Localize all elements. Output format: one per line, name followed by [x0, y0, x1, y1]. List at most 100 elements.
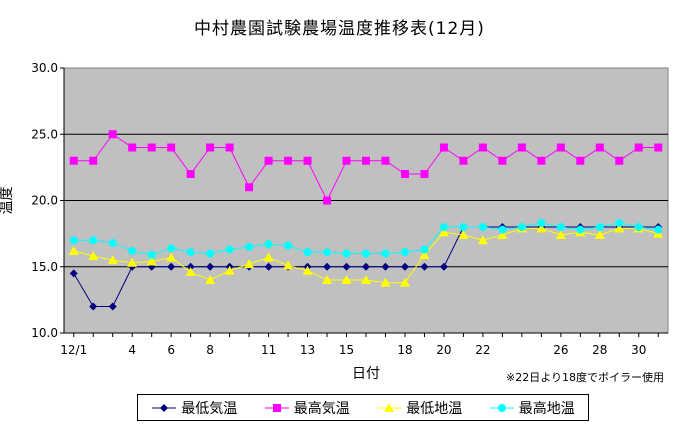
- data-point: [498, 225, 507, 234]
- data-point: [341, 275, 352, 284]
- data-point: [556, 143, 565, 152]
- data-point: [167, 262, 176, 271]
- data-point: [362, 249, 370, 258]
- data-point: [380, 277, 391, 287]
- data-point: [537, 219, 546, 228]
- x-tick-label: 8: [206, 343, 214, 357]
- data-point: [594, 229, 605, 239]
- data-point: [517, 223, 526, 231]
- data-point: [245, 242, 254, 251]
- data-point: [89, 236, 98, 245]
- data-point: [634, 223, 643, 231]
- data-point: [224, 265, 235, 275]
- y-tick-label: 15.0: [31, 260, 58, 274]
- data-point: [654, 143, 663, 152]
- legend-item: 最高地温: [489, 398, 575, 418]
- data-point: [556, 223, 565, 231]
- data-point: [517, 143, 526, 152]
- legend-swatch: [489, 403, 514, 412]
- legend-swatch: [377, 402, 402, 412]
- data-point: [244, 259, 255, 269]
- y-tick-label: 30.0: [31, 61, 58, 75]
- data-point: [459, 156, 468, 165]
- data-point: [477, 235, 488, 245]
- x-tick-label: 18: [397, 343, 412, 357]
- data-point: [206, 143, 215, 152]
- data-point: [576, 225, 585, 234]
- data-point: [595, 223, 604, 231]
- data-point: [498, 156, 507, 165]
- data-point: [108, 302, 117, 311]
- data-point: [478, 223, 487, 231]
- x-tick-label: 11: [261, 343, 276, 357]
- data-point: [342, 249, 351, 258]
- data-point: [146, 256, 157, 266]
- data-point: [284, 241, 293, 250]
- data-point: [439, 262, 448, 271]
- data-point: [595, 143, 604, 152]
- data-point: [419, 249, 430, 259]
- data-point: [302, 265, 313, 275]
- data-point: [206, 249, 215, 258]
- data-point: [381, 249, 390, 258]
- x-tick-label: 4: [128, 343, 136, 357]
- data-point: [167, 143, 176, 152]
- data-point: [108, 130, 117, 139]
- data-point: [225, 143, 234, 152]
- data-point: [381, 262, 390, 271]
- x-axis-ticks: 12/1 4 6 8 11 13 15 18 20 22 26 28 30: [60, 333, 659, 357]
- series-2: [69, 130, 663, 205]
- data-point: [420, 170, 429, 178]
- data-point: [128, 143, 137, 152]
- x-tick-label: 12/1: [60, 343, 87, 357]
- y-axis-label: 温度: [0, 187, 15, 215]
- y-tick-label: 25.0: [31, 127, 58, 141]
- data-point: [69, 156, 78, 165]
- data-point: [459, 223, 468, 231]
- data-point: [497, 229, 508, 239]
- data-point: [69, 269, 78, 278]
- data-point: [107, 255, 118, 265]
- data-point: [68, 245, 79, 255]
- data-point: [342, 156, 351, 165]
- x-tick-label: 28: [592, 343, 607, 357]
- x-tick-label: 22: [475, 343, 490, 357]
- x-tick-label: 6: [167, 343, 175, 357]
- data-point: [323, 262, 332, 271]
- data-point: [478, 143, 487, 152]
- series-4: [69, 219, 663, 259]
- y-tick-label: 20.0: [31, 194, 58, 208]
- data-point: [264, 262, 273, 271]
- x-axis-label: 日付: [352, 366, 380, 382]
- data-point: [186, 262, 195, 271]
- legend-swatch: [152, 403, 177, 412]
- data-point: [186, 170, 195, 178]
- data-point: [439, 223, 448, 231]
- data-point: [225, 245, 234, 254]
- data-point: [322, 275, 333, 284]
- data-point: [205, 275, 216, 284]
- data-point: [128, 246, 137, 255]
- chart-note: ※22日より18度でボイラー使用: [506, 370, 664, 384]
- legend-marker: [160, 403, 169, 412]
- x-tick-label: 13: [300, 343, 315, 357]
- data-point: [89, 156, 98, 165]
- data-point: [166, 252, 177, 262]
- legend-label: 最低気温: [181, 400, 238, 417]
- data-point: [108, 238, 117, 247]
- data-point: [284, 156, 293, 165]
- data-point: [89, 302, 98, 311]
- data-point: [576, 156, 585, 165]
- data-point: [381, 156, 390, 165]
- data-point: [400, 248, 409, 257]
- data-point: [303, 248, 312, 257]
- x-tick-label: 15: [339, 343, 354, 357]
- data-point: [245, 183, 254, 192]
- data-point: [303, 156, 312, 165]
- legend-marker: [272, 403, 281, 412]
- legend-item: 最低地温: [376, 398, 462, 418]
- data-point: [361, 275, 371, 284]
- data-point: [536, 223, 547, 233]
- data-point: [88, 251, 99, 261]
